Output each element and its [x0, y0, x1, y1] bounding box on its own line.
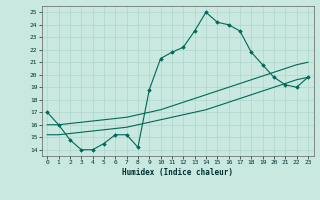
X-axis label: Humidex (Indice chaleur): Humidex (Indice chaleur) [122, 168, 233, 177]
